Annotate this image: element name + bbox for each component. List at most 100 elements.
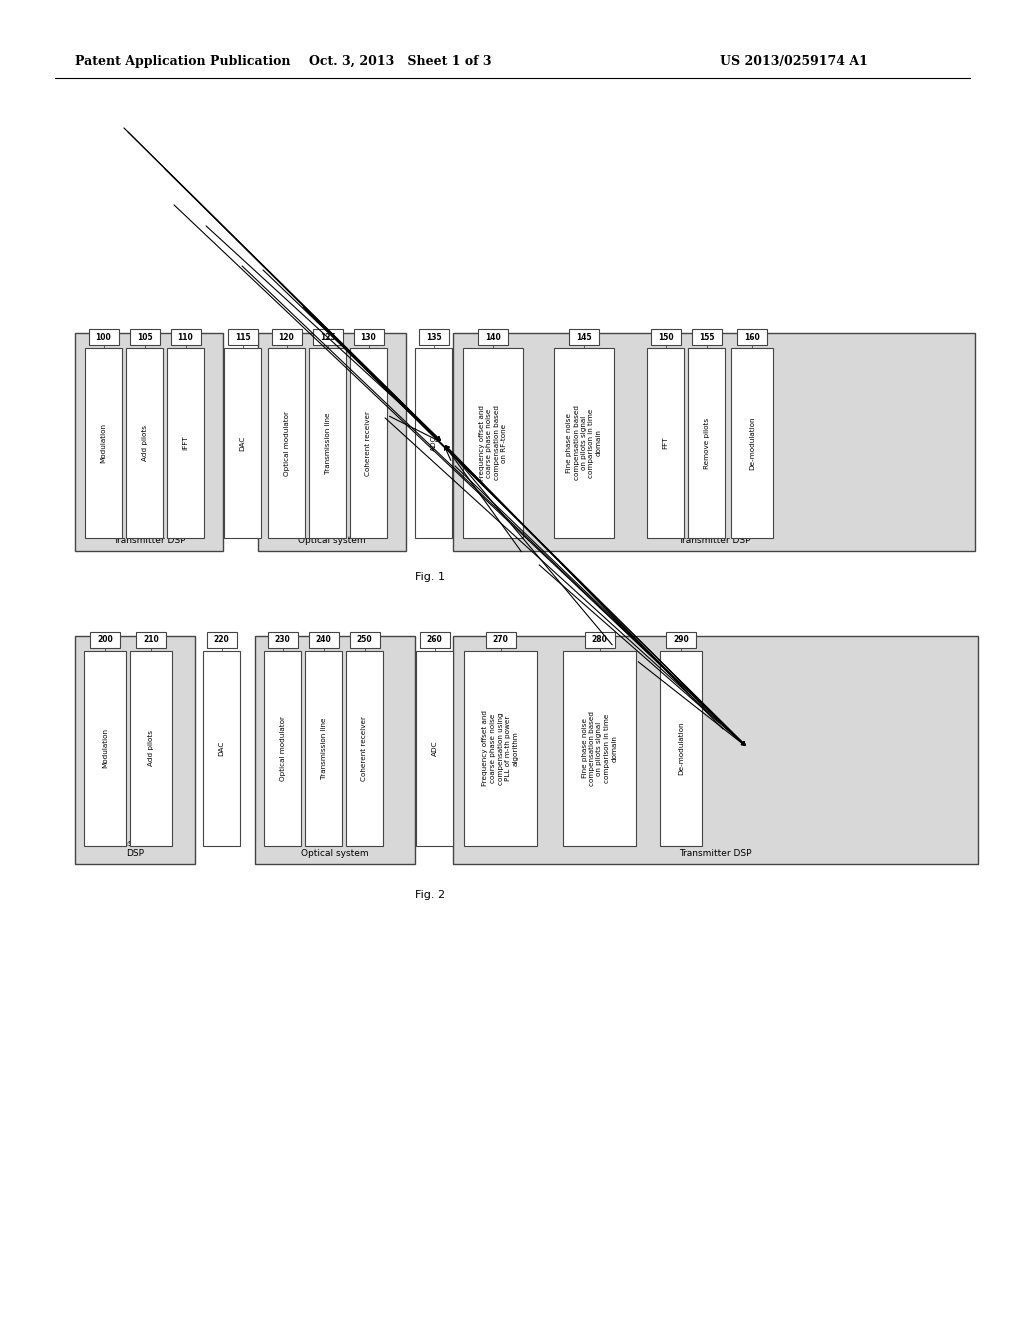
Bar — [271, 329, 301, 345]
Bar — [463, 348, 523, 539]
Text: Transmitter DSP: Transmitter DSP — [679, 849, 752, 858]
Text: Optical modulator: Optical modulator — [284, 411, 290, 475]
Bar — [419, 329, 449, 345]
Bar — [585, 632, 614, 648]
Text: Transmission line: Transmission line — [321, 718, 327, 779]
Text: Frequency offset and
coarse phase noise
compensation using
PLL of m-th power
alg: Frequency offset and coarse phase noise … — [482, 710, 518, 787]
Bar — [129, 329, 160, 345]
Text: FFT: FFT — [663, 437, 669, 449]
Bar — [305, 651, 342, 846]
Bar — [485, 632, 515, 648]
Text: Optical system: Optical system — [298, 536, 366, 545]
Bar — [207, 632, 237, 648]
Text: 155: 155 — [698, 333, 715, 342]
Bar — [309, 348, 346, 539]
Bar — [126, 348, 163, 539]
Bar — [85, 348, 122, 539]
Bar — [569, 329, 599, 345]
Text: 250: 250 — [356, 635, 373, 644]
Text: 140: 140 — [485, 333, 501, 342]
Bar — [167, 348, 204, 539]
Text: Add pilots: Add pilots — [148, 730, 154, 767]
Bar — [464, 651, 537, 846]
Bar — [308, 632, 339, 648]
Bar — [420, 632, 450, 648]
Text: IFFT: IFFT — [182, 436, 188, 450]
Text: DAC: DAC — [218, 741, 224, 756]
Text: ADC: ADC — [430, 436, 436, 451]
Text: US 2013/0259174 A1: US 2013/0259174 A1 — [720, 55, 868, 69]
Bar — [554, 348, 614, 539]
Text: Coherent receiver: Coherent receiver — [366, 411, 372, 475]
Text: De-modulation: De-modulation — [678, 722, 684, 775]
Text: DAC: DAC — [240, 436, 246, 450]
Text: Fig. 2: Fig. 2 — [415, 890, 445, 900]
Text: 220: 220 — [214, 635, 229, 644]
Bar — [258, 333, 406, 550]
Text: Transmitter DSP: Transmitter DSP — [678, 536, 751, 545]
Text: Transmitter
DSP: Transmitter DSP — [110, 838, 161, 858]
Bar — [227, 329, 257, 345]
Bar — [666, 632, 696, 648]
Text: 200: 200 — [97, 635, 113, 644]
Text: Optical system: Optical system — [301, 849, 369, 858]
Text: 230: 230 — [274, 635, 291, 644]
Bar — [350, 348, 387, 539]
Text: Oct. 3, 2013   Sheet 1 of 3: Oct. 3, 2013 Sheet 1 of 3 — [309, 55, 492, 69]
Bar — [563, 651, 636, 846]
Bar — [415, 348, 452, 539]
Text: Fig. 1: Fig. 1 — [415, 572, 445, 582]
Text: 280: 280 — [592, 635, 607, 644]
Text: Add pilots: Add pilots — [141, 425, 147, 461]
Bar — [130, 651, 172, 846]
Bar — [84, 651, 126, 846]
Text: 135: 135 — [426, 333, 441, 342]
Bar — [75, 636, 195, 865]
Text: 105: 105 — [136, 333, 153, 342]
Bar — [688, 348, 725, 539]
Bar — [312, 329, 342, 345]
Bar — [647, 348, 684, 539]
Text: 120: 120 — [279, 333, 294, 342]
Text: ADC: ADC — [431, 741, 437, 756]
Text: 210: 210 — [143, 635, 159, 644]
Bar — [453, 636, 978, 865]
Text: Frequency offset and
coarse phase noise
compensation based
on RF-tone: Frequency offset and coarse phase noise … — [479, 405, 507, 480]
Text: 240: 240 — [315, 635, 332, 644]
Text: 130: 130 — [360, 333, 377, 342]
Text: 145: 145 — [577, 333, 592, 342]
Text: Coherent receiver: Coherent receiver — [361, 715, 368, 781]
Bar — [349, 632, 380, 648]
Bar — [171, 329, 201, 345]
Bar — [346, 651, 383, 846]
Text: Fine phase noise
compensation based
on pilots signal
comparison in time
domain: Fine phase noise compensation based on p… — [566, 405, 602, 480]
Bar — [737, 329, 767, 345]
Bar — [267, 632, 298, 648]
Bar — [90, 632, 120, 648]
Text: Optical modulator: Optical modulator — [280, 715, 286, 781]
Bar — [264, 651, 301, 846]
Bar — [650, 329, 681, 345]
Bar — [255, 636, 415, 865]
Bar — [691, 329, 722, 345]
Text: Modulation: Modulation — [100, 422, 106, 463]
Bar — [224, 348, 261, 539]
Bar — [416, 651, 453, 846]
Text: Transmission line: Transmission line — [325, 412, 331, 474]
Text: 110: 110 — [177, 333, 194, 342]
Bar — [268, 348, 305, 539]
Text: Fine phase noise
compensation based
on pilots signal
comparison in time
domain: Fine phase noise compensation based on p… — [582, 711, 617, 785]
Bar — [731, 348, 773, 539]
Text: Remove pilots: Remove pilots — [703, 417, 710, 469]
Bar — [136, 632, 166, 648]
Text: 115: 115 — [234, 333, 250, 342]
Bar — [88, 329, 119, 345]
Text: Transmitter DSP: Transmitter DSP — [113, 536, 185, 545]
Text: 160: 160 — [744, 333, 760, 342]
Text: 260: 260 — [427, 635, 442, 644]
Bar — [203, 651, 240, 846]
Bar — [660, 651, 702, 846]
Text: 270: 270 — [493, 635, 509, 644]
Text: Modulation: Modulation — [102, 729, 108, 768]
Text: 150: 150 — [657, 333, 674, 342]
